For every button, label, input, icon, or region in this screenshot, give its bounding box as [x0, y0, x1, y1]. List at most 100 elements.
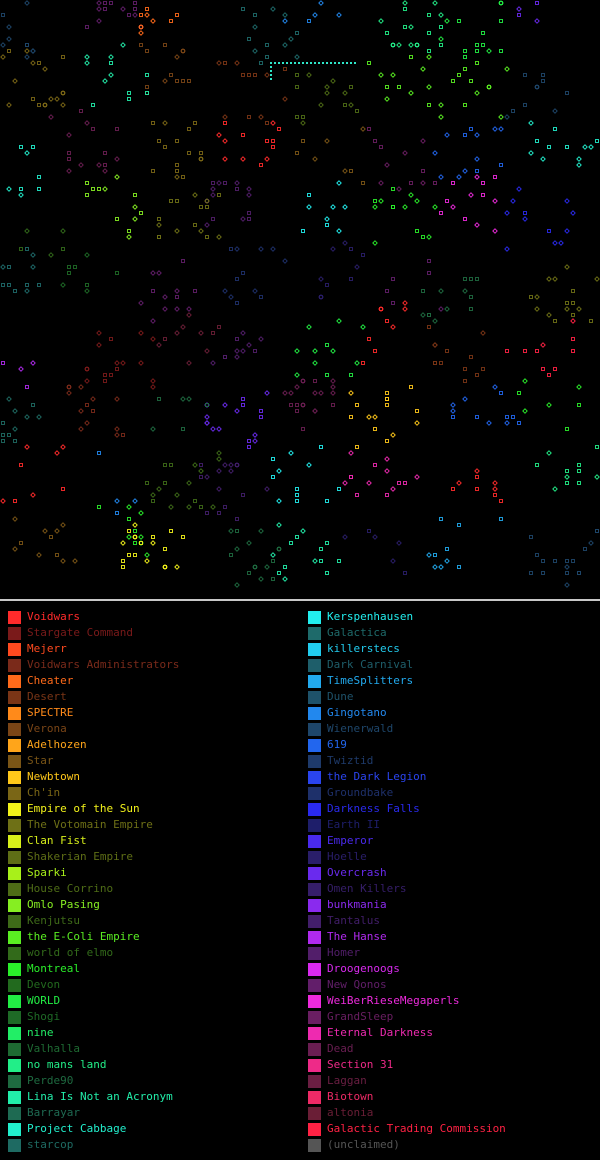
fleet-marker[interactable] [216, 180, 222, 186]
fleet-marker[interactable] [210, 504, 216, 510]
fleet-marker[interactable] [30, 264, 36, 270]
fleet-marker[interactable] [210, 426, 216, 432]
planet-marker[interactable] [67, 157, 71, 161]
fleet-marker[interactable] [186, 306, 192, 312]
planet-marker[interactable] [235, 277, 239, 281]
fleet-marker[interactable] [558, 240, 564, 246]
planet-marker[interactable] [307, 19, 311, 23]
fleet-marker[interactable] [522, 408, 528, 414]
planet-marker[interactable] [541, 559, 545, 563]
planet-marker[interactable] [325, 343, 329, 347]
fleet-marker[interactable] [402, 0, 408, 6]
fleet-marker[interactable] [438, 114, 444, 120]
planet-marker[interactable] [277, 127, 281, 131]
planet-marker[interactable] [277, 547, 281, 551]
fleet-marker[interactable] [270, 552, 276, 558]
planet-marker[interactable] [577, 463, 581, 467]
planet-marker[interactable] [19, 187, 23, 191]
planet-marker[interactable] [391, 277, 395, 281]
planet-marker[interactable] [349, 247, 353, 251]
planet-marker[interactable] [223, 505, 227, 509]
fleet-marker[interactable] [438, 12, 444, 18]
planet-marker[interactable] [445, 547, 449, 551]
fleet-marker[interactable] [420, 66, 426, 72]
planet-marker[interactable] [91, 187, 95, 191]
planet-marker[interactable] [199, 205, 203, 209]
planet-marker[interactable] [577, 469, 581, 473]
planet-marker[interactable] [331, 403, 335, 407]
fleet-marker[interactable] [516, 186, 522, 192]
fleet-marker[interactable] [78, 162, 84, 168]
planet-marker[interactable] [469, 79, 473, 83]
planet-marker[interactable] [583, 547, 587, 551]
planet-marker[interactable] [523, 103, 527, 107]
planet-marker[interactable] [535, 85, 539, 89]
fleet-marker[interactable] [222, 462, 228, 468]
planet-marker[interactable] [379, 145, 383, 149]
planet-marker[interactable] [187, 151, 191, 155]
fleet-marker[interactable] [258, 336, 264, 342]
planet-marker[interactable] [511, 415, 515, 419]
fleet-marker[interactable] [420, 138, 426, 144]
planet-marker[interactable] [97, 505, 101, 509]
planet-marker[interactable] [187, 127, 191, 131]
planet-marker[interactable] [115, 511, 119, 515]
planet-marker[interactable] [73, 265, 77, 269]
fleet-marker[interactable] [12, 408, 18, 414]
fleet-marker[interactable] [222, 138, 228, 144]
fleet-marker[interactable] [312, 348, 318, 354]
fleet-marker[interactable] [462, 168, 468, 174]
fleet-marker[interactable] [252, 432, 258, 438]
planet-marker[interactable] [499, 19, 503, 23]
fleet-marker[interactable] [66, 168, 72, 174]
fleet-marker[interactable] [510, 198, 516, 204]
planet-marker[interactable] [217, 511, 221, 515]
planet-marker[interactable] [163, 145, 167, 149]
planet-marker[interactable] [25, 385, 29, 389]
planet-marker[interactable] [235, 463, 239, 467]
planet-marker[interactable] [457, 565, 461, 569]
fleet-marker[interactable] [432, 0, 438, 6]
planet-marker[interactable] [481, 367, 485, 371]
fleet-marker[interactable] [150, 336, 156, 342]
planet-marker[interactable] [175, 79, 179, 83]
fleet-marker[interactable] [576, 306, 582, 312]
fleet-marker[interactable] [312, 12, 318, 18]
planet-marker[interactable] [109, 1, 113, 5]
planet-marker[interactable] [505, 349, 509, 353]
fleet-marker[interactable] [48, 96, 54, 102]
fleet-marker[interactable] [522, 378, 528, 384]
fleet-marker[interactable] [528, 120, 534, 126]
fleet-marker[interactable] [0, 264, 6, 270]
planet-marker[interactable] [175, 199, 179, 203]
fleet-marker[interactable] [336, 12, 342, 18]
planet-marker[interactable] [577, 571, 581, 575]
fleet-marker[interactable] [42, 66, 48, 72]
planet-marker[interactable] [319, 295, 323, 299]
planet-marker[interactable] [313, 379, 317, 383]
planet-marker[interactable] [565, 301, 569, 305]
planet-marker[interactable] [127, 97, 131, 101]
planet-marker[interactable] [595, 529, 599, 533]
fleet-marker[interactable] [78, 426, 84, 432]
fleet-marker[interactable] [126, 234, 132, 240]
planet-marker[interactable] [199, 505, 203, 509]
planet-marker[interactable] [121, 433, 125, 437]
planet-marker[interactable] [109, 373, 113, 377]
planet-marker[interactable] [271, 577, 275, 581]
fleet-marker[interactable] [378, 198, 384, 204]
fleet-marker[interactable] [432, 204, 438, 210]
planet-marker[interactable] [79, 109, 83, 113]
planet-marker[interactable] [535, 349, 539, 353]
fleet-marker[interactable] [402, 204, 408, 210]
fleet-marker[interactable] [204, 474, 210, 480]
fleet-marker[interactable] [120, 360, 126, 366]
fleet-marker[interactable] [102, 168, 108, 174]
fleet-marker[interactable] [12, 78, 18, 84]
fleet-marker[interactable] [210, 192, 216, 198]
planet-marker[interactable] [301, 379, 305, 383]
fleet-marker[interactable] [150, 384, 156, 390]
planet-marker[interactable] [121, 565, 125, 569]
fleet-marker[interactable] [564, 198, 570, 204]
planet-marker[interactable] [409, 55, 413, 59]
